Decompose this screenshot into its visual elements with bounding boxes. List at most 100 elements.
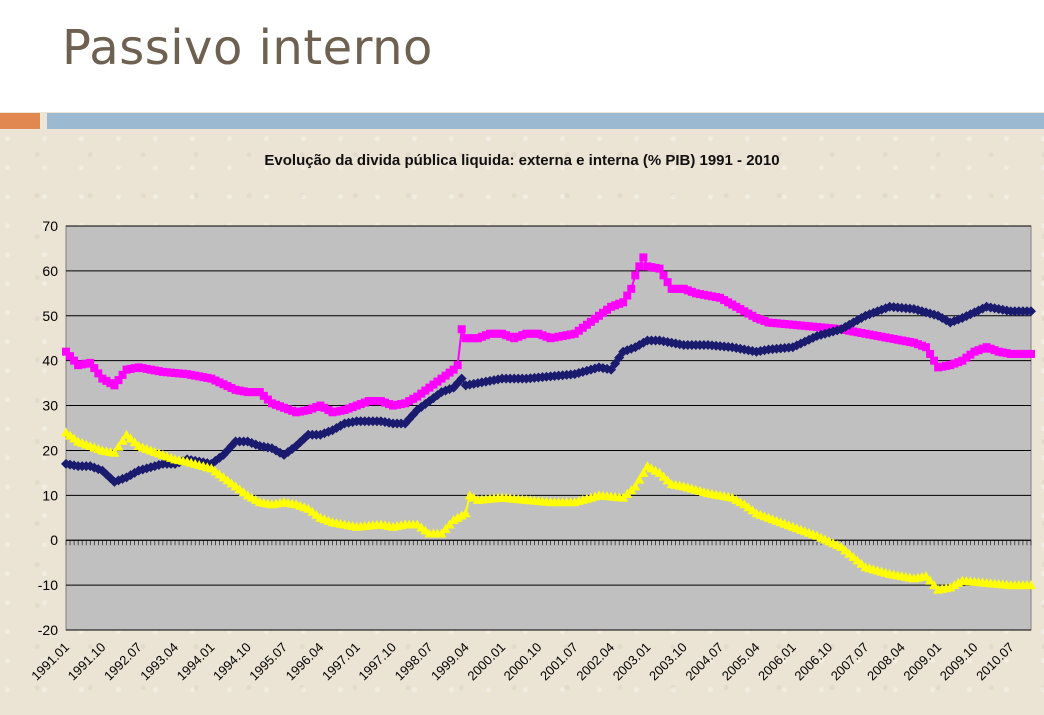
data-point: [324, 406, 333, 415]
data-point: [917, 341, 926, 350]
slide-title: Passivo interno: [62, 20, 433, 76]
data-point: [114, 376, 123, 385]
data-point: [117, 435, 128, 445]
data-point: [179, 369, 188, 378]
data-point: [764, 318, 773, 327]
x-tick-label: 1999.04: [428, 640, 472, 684]
y-tick-label: -10: [38, 577, 58, 593]
data-point: [893, 335, 902, 344]
data-point: [456, 373, 467, 384]
data-point: [113, 441, 124, 451]
data-point: [938, 362, 947, 371]
data-point: [966, 350, 975, 359]
data-point: [231, 385, 240, 394]
x-tick-label: 1992.07: [101, 640, 145, 684]
data-point: [90, 364, 99, 373]
data-point: [376, 397, 385, 406]
data-point: [599, 308, 608, 317]
data-point: [134, 363, 143, 372]
data-point: [118, 370, 127, 379]
data-point: [271, 400, 280, 409]
data-point: [368, 397, 377, 406]
data-point: [614, 352, 625, 363]
data-point: [300, 406, 309, 415]
data-point: [594, 311, 603, 320]
data-point: [986, 344, 995, 353]
data-point: [187, 370, 196, 379]
data-point: [728, 300, 737, 309]
data-point: [865, 330, 874, 339]
data-point: [768, 318, 777, 327]
data-point: [724, 298, 733, 307]
data-point: [934, 363, 943, 372]
data-point: [328, 408, 337, 417]
data-point: [110, 381, 119, 390]
y-tick-label: 40: [42, 353, 58, 369]
data-point: [970, 347, 979, 356]
data-point: [885, 334, 894, 343]
x-tick-label: 1998.07: [392, 640, 436, 684]
data-point: [1026, 306, 1036, 317]
data-point: [1027, 349, 1035, 358]
data-point: [86, 358, 95, 367]
data-point: [304, 406, 313, 415]
data-point: [889, 334, 898, 343]
x-tick-label: 2009.10: [937, 640, 981, 684]
data-point: [102, 376, 111, 385]
data-point: [247, 388, 256, 397]
data-point: [913, 340, 922, 349]
data-point: [994, 347, 1003, 356]
data-point: [356, 400, 365, 409]
data-point: [267, 399, 276, 408]
data-point: [570, 329, 579, 338]
data-point: [526, 329, 535, 338]
data-point: [215, 378, 224, 387]
data-point: [138, 364, 147, 373]
data-point: [627, 284, 636, 293]
data-point: [397, 400, 406, 409]
x-tick-label: 1991.10: [65, 640, 109, 684]
data-point: [1002, 349, 1011, 358]
data-point: [292, 408, 301, 417]
data-point: [158, 367, 167, 376]
data-point: [522, 329, 531, 338]
data-point: [857, 328, 866, 337]
data-point: [109, 447, 120, 457]
data-point: [74, 361, 83, 370]
data-point: [360, 398, 369, 407]
data-point: [477, 332, 486, 341]
x-tick-label: 2007.07: [828, 640, 872, 684]
x-tick-label: 2005.04: [719, 640, 763, 684]
data-point: [409, 394, 418, 403]
data-point: [150, 366, 159, 375]
data-point: [130, 364, 139, 373]
data-point: [421, 386, 430, 395]
data-point: [195, 372, 204, 381]
chart-title: Evolução da divida pública liquida: exte…: [264, 152, 780, 169]
gridlines: [66, 225, 1031, 631]
data-point: [461, 334, 470, 343]
data-point: [817, 323, 826, 332]
data-point: [853, 328, 862, 337]
data-point: [1018, 349, 1027, 358]
x-tick-label: 1994.10: [210, 640, 254, 684]
data-point: [821, 323, 830, 332]
data-point: [372, 397, 381, 406]
data-point: [590, 314, 599, 323]
data-point: [550, 333, 559, 342]
data-point: [655, 264, 664, 273]
data-point: [699, 290, 708, 299]
data-point: [316, 401, 325, 410]
y-tick-label: 60: [42, 263, 58, 279]
data-point: [546, 334, 555, 343]
data-point: [610, 358, 621, 369]
data-point: [457, 325, 466, 334]
y-tick-label: 0: [50, 532, 58, 548]
data-point: [990, 346, 999, 355]
x-tick-label: 1997.10: [355, 640, 399, 684]
data-point: [606, 364, 617, 375]
data-point: [942, 361, 951, 370]
data-point: [643, 262, 652, 271]
data-point: [978, 344, 987, 353]
data-point: [502, 331, 511, 340]
